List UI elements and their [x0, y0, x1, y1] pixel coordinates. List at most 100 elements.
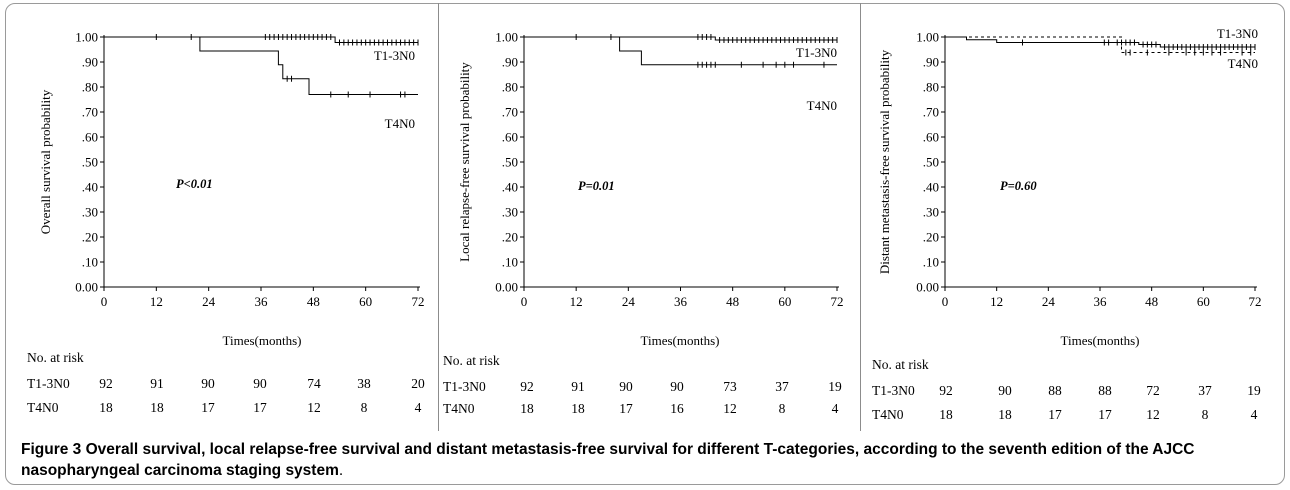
risk-count: 72 — [1146, 383, 1160, 398]
survival-curve-t1-3n0 — [104, 36, 418, 43]
y-tick-label: .70 — [923, 105, 939, 120]
x-axis-label: Times(months) — [641, 333, 720, 348]
risk-count: 12 — [307, 400, 321, 415]
y-tick-label: .50 — [82, 155, 98, 170]
x-tick-label: 12 — [990, 294, 1003, 309]
caption-end: . — [338, 462, 344, 479]
risk-count: 4 — [1251, 407, 1258, 422]
x-tick-label: 24 — [1042, 294, 1056, 309]
panel-divider — [438, 3, 439, 431]
risk-count: 92 — [99, 376, 113, 391]
p-value-annotation: P<0.01 — [176, 177, 213, 191]
risk-row-label: T4N0 — [27, 400, 59, 415]
y-tick-label: 1.00 — [75, 30, 98, 45]
panel-divider — [860, 3, 861, 431]
y-tick-label: .60 — [502, 130, 518, 145]
x-tick-label: 0 — [101, 294, 108, 309]
km-panel-1: 0.00 .10 .20 .30 .40 .50 .60 .70 .80 .90 1.00 0 12 24… — [27, 30, 425, 416]
risk-count: 12 — [723, 401, 737, 416]
p-value-annotation: P=0.01 — [578, 179, 615, 193]
x-tick-label: 12 — [150, 294, 163, 309]
y-tick-label: .10 — [82, 255, 98, 270]
x-tick-label: 60 — [1197, 294, 1210, 309]
series-label: T1-3N0 — [796, 45, 837, 60]
y-tick-label: .90 — [502, 55, 518, 70]
x-tick-label: 12 — [570, 294, 583, 309]
risk-count: 16 — [670, 401, 684, 416]
y-tick-label: .50 — [502, 155, 518, 170]
series-label: T4N0 — [385, 116, 415, 131]
risk-count: 73 — [723, 379, 737, 394]
p-value-annotation: P=0.60 — [1000, 179, 1037, 193]
risk-count: 4 — [415, 400, 422, 415]
y-tick-label: .30 — [82, 205, 98, 220]
caption-label: Figure 3 — [21, 441, 82, 458]
risk-row-label: T1-3N0 — [872, 383, 915, 398]
risk-count: 17 — [253, 400, 267, 415]
risk-count: 8 — [779, 401, 786, 416]
risk-count: 18 — [998, 407, 1012, 422]
risk-count: 19 — [1247, 383, 1261, 398]
x-tick-label: 72 — [412, 294, 425, 309]
risk-count: 37 — [1198, 383, 1212, 398]
y-tick-label: .30 — [923, 205, 939, 220]
risk-count: 19 — [828, 379, 842, 394]
y-tick-label: .90 — [923, 55, 939, 70]
x-tick-label: 48 — [1145, 294, 1158, 309]
risk-count: 20 — [411, 376, 425, 391]
risk-row-label: T1-3N0 — [443, 379, 486, 394]
survival-curve-t1-3n0 — [945, 36, 1255, 48]
x-axis-label: Times(months) — [223, 333, 302, 348]
y-tick-label: 0.00 — [75, 280, 98, 295]
y-tick-label: .60 — [82, 130, 98, 145]
y-tick-label: 0.00 — [916, 280, 939, 295]
risk-count: 18 — [571, 401, 585, 416]
x-tick-label: 0 — [521, 294, 528, 309]
x-tick-label: 72 — [1249, 294, 1262, 309]
risk-count: 17 — [1098, 407, 1112, 422]
x-tick-label: 24 — [202, 294, 216, 309]
y-tick-label: .80 — [502, 80, 518, 95]
x-axis-label: Times(months) — [1061, 333, 1140, 348]
survival-curve-t4n0 — [104, 36, 418, 95]
risk-count: 8 — [361, 400, 368, 415]
risk-count: 88 — [1048, 383, 1062, 398]
survival-curve-t4n0 — [524, 36, 837, 66]
y-tick-label: 0.00 — [495, 280, 518, 295]
y-tick-label: .70 — [82, 105, 98, 120]
risk-count: 18 — [939, 407, 953, 422]
x-tick-label: 48 — [726, 294, 739, 309]
risk-count: 92 — [939, 383, 953, 398]
risk-count: 90 — [201, 376, 215, 391]
y-tick-label: .10 — [923, 255, 939, 270]
y-tick-label: .70 — [502, 105, 518, 120]
risk-count: 38 — [357, 376, 371, 391]
risk-count: 37 — [775, 379, 789, 394]
series-label: T4N0 — [1228, 56, 1258, 71]
risk-count: 88 — [1098, 383, 1112, 398]
risk-row-label: T4N0 — [872, 407, 904, 422]
x-tick-label: 72 — [831, 294, 844, 309]
risk-count: 90 — [619, 379, 633, 394]
x-tick-label: 36 — [674, 294, 688, 309]
y-tick-label: .80 — [82, 80, 98, 95]
km-panel-3: 0.00 .10 .20 .30 .40 .50 .60 .70 .80 .90 1.00 0 12 24… — [872, 26, 1262, 422]
y-tick-label: .30 — [502, 205, 518, 220]
y-tick-label: .20 — [82, 230, 98, 245]
risk-count: 18 — [99, 400, 113, 415]
risk-row-label: T4N0 — [443, 401, 475, 416]
km-figure: 0.00 .10 .20 .30 .40 .50 .60 .70 .80 .90 1.00 0 12 24… — [27, 26, 1262, 422]
risk-count: 92 — [520, 379, 534, 394]
risk-count: 17 — [201, 400, 215, 415]
y-axis-label: Local relapse-free survival probability — [457, 62, 472, 262]
risk-table-header: No. at risk — [872, 357, 929, 372]
risk-table-header: No. at risk — [443, 353, 500, 368]
series-label: T1-3N0 — [1217, 26, 1258, 41]
y-tick-label: .60 — [923, 130, 939, 145]
km-panel-2: 0.00 .10 .20 .30 .40 .50 .60 .70 .80 .90 1.00 0 12 24… — [443, 30, 844, 417]
risk-row-label: T1-3N0 — [27, 376, 70, 391]
y-tick-label: .90 — [82, 55, 98, 70]
risk-count: 18 — [520, 401, 534, 416]
risk-count: 91 — [571, 379, 585, 394]
risk-table-header: No. at risk — [27, 350, 84, 365]
